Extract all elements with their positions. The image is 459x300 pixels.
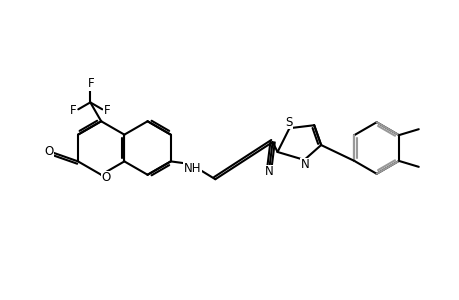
Text: N: N xyxy=(265,165,274,178)
Text: F: F xyxy=(104,104,110,117)
Text: O: O xyxy=(44,146,54,158)
Text: F: F xyxy=(70,104,77,117)
Text: S: S xyxy=(284,116,291,129)
Text: O: O xyxy=(101,171,111,184)
Text: N: N xyxy=(300,158,309,171)
Text: F: F xyxy=(88,77,95,90)
Text: NH: NH xyxy=(184,162,201,175)
